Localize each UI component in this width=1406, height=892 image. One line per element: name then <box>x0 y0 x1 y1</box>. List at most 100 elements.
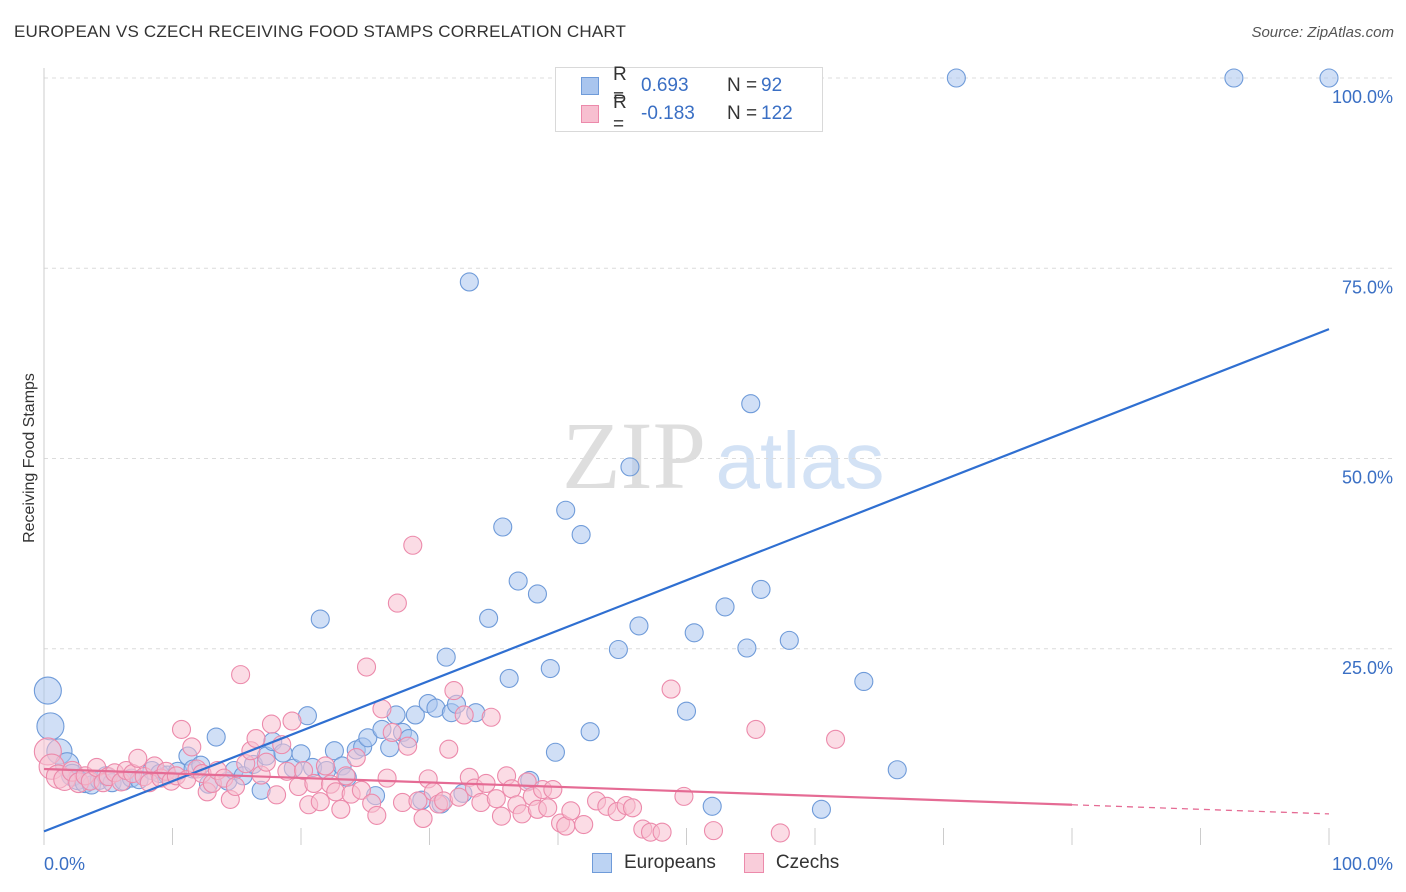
czech-point <box>770 823 790 843</box>
czech-point <box>408 791 428 811</box>
european-point <box>493 517 513 537</box>
european-point <box>779 630 799 650</box>
legend-row-europeans: R = 0.693 N = 92 <box>581 64 782 107</box>
czech-point <box>346 748 366 768</box>
x-tick-label: 0.0% <box>44 854 85 874</box>
watermark-atlas: atlas <box>716 416 885 505</box>
czech-point <box>367 805 387 825</box>
legend-item-czechs[interactable]: Czechs <box>743 852 840 874</box>
czech-point <box>315 756 335 776</box>
european-point <box>499 668 519 688</box>
czech-point <box>574 814 594 835</box>
czech-point <box>382 722 402 743</box>
czech-point <box>746 719 766 739</box>
european-point <box>676 701 697 721</box>
european-point <box>737 638 757 658</box>
european-point <box>436 647 456 667</box>
czech-trend-line <box>43 767 1073 806</box>
european-point <box>556 500 576 520</box>
legend-item-europeans[interactable]: Europeans <box>592 852 716 874</box>
european-point <box>479 608 499 628</box>
czech-point <box>246 728 266 749</box>
legend-label-czechs: Czechs <box>775 852 840 873</box>
european-point <box>1224 68 1244 88</box>
european-point <box>405 705 425 725</box>
czech-point <box>661 679 681 699</box>
y-tick-label: 100.0% <box>1332 87 1393 107</box>
legend-r-label: R = <box>613 92 627 135</box>
european-point <box>36 712 65 741</box>
czech-trend-line-extension <box>1071 804 1330 815</box>
czech-point <box>261 714 281 734</box>
european-point <box>358 728 378 748</box>
czech-point <box>826 729 846 749</box>
czech-point <box>128 748 148 768</box>
czech-point <box>294 760 314 781</box>
european-trend-line <box>43 328 1330 833</box>
european-point <box>811 799 831 819</box>
european-point <box>540 658 560 679</box>
czech-point <box>403 535 423 555</box>
czech-point <box>256 752 276 772</box>
czech-point <box>491 806 512 826</box>
european-point <box>608 639 628 660</box>
european-point <box>854 671 874 692</box>
legend-swatch-europeans <box>592 853 612 873</box>
y-tick-label: 25.0% <box>1342 658 1393 678</box>
y-tick-label: 50.0% <box>1342 468 1393 488</box>
watermark-zip: ZIP <box>562 402 706 509</box>
czech-point <box>336 766 356 786</box>
european-point <box>324 741 344 761</box>
czech-point <box>652 822 672 842</box>
legend-swatch-czechs <box>743 853 764 873</box>
czech-point <box>377 768 397 788</box>
czech-point <box>310 792 330 812</box>
czech-point <box>449 787 469 807</box>
european-point <box>1319 68 1339 88</box>
european-point <box>715 597 735 617</box>
european-point <box>629 616 649 636</box>
legend-label-europeans: Europeans <box>624 852 716 873</box>
legend-swatch-czechs <box>581 105 599 123</box>
czech-point <box>413 808 433 829</box>
legend-r-value: -0.183 <box>641 103 695 124</box>
czech-point <box>288 776 308 797</box>
czech-point <box>538 798 558 818</box>
czech-point <box>454 705 474 725</box>
czech-point <box>398 736 418 756</box>
bottom-legend: Europeans Czechs <box>592 852 867 874</box>
european-point <box>580 722 600 742</box>
european-point <box>751 579 771 599</box>
czech-point <box>439 739 459 759</box>
czech-point <box>351 780 371 800</box>
y-axis-label: Receiving Food Stamps <box>21 373 38 543</box>
czech-point <box>387 593 407 613</box>
y-tick-label: 75.0% <box>1342 277 1393 297</box>
czech-point <box>171 719 192 739</box>
european-point <box>741 394 761 414</box>
czech-point <box>282 711 302 731</box>
czech-point <box>231 665 251 685</box>
czech-point <box>267 785 287 805</box>
legend-r-value: 0.693 <box>641 75 689 96</box>
czech-point <box>703 821 724 841</box>
european-point <box>887 760 907 780</box>
european-point <box>571 525 591 545</box>
source-label: Source: ZipAtlas.com <box>1251 24 1394 41</box>
legend-box: R = 0.693 N = 92 R = -0.183 N = 122 <box>555 64 823 135</box>
european-point <box>702 796 722 816</box>
european-point <box>545 742 565 762</box>
legend-n-value: 122 <box>761 103 793 124</box>
chart-title: EUROPEAN VS CZECH RECEIVING FOOD STAMPS … <box>14 22 627 41</box>
european-point <box>33 676 62 705</box>
x-tick-label: 100.0% <box>1332 854 1393 874</box>
european-point <box>459 272 479 292</box>
legend-r-label: R = <box>613 64 627 107</box>
legend-row-czechs: R = -0.183 N = 122 <box>581 92 793 135</box>
czech-point <box>182 737 202 757</box>
czech-point <box>561 801 581 821</box>
legend-n-label: N = <box>727 75 758 96</box>
european-point <box>620 457 640 477</box>
european-point <box>946 68 966 88</box>
czech-point <box>622 798 643 818</box>
